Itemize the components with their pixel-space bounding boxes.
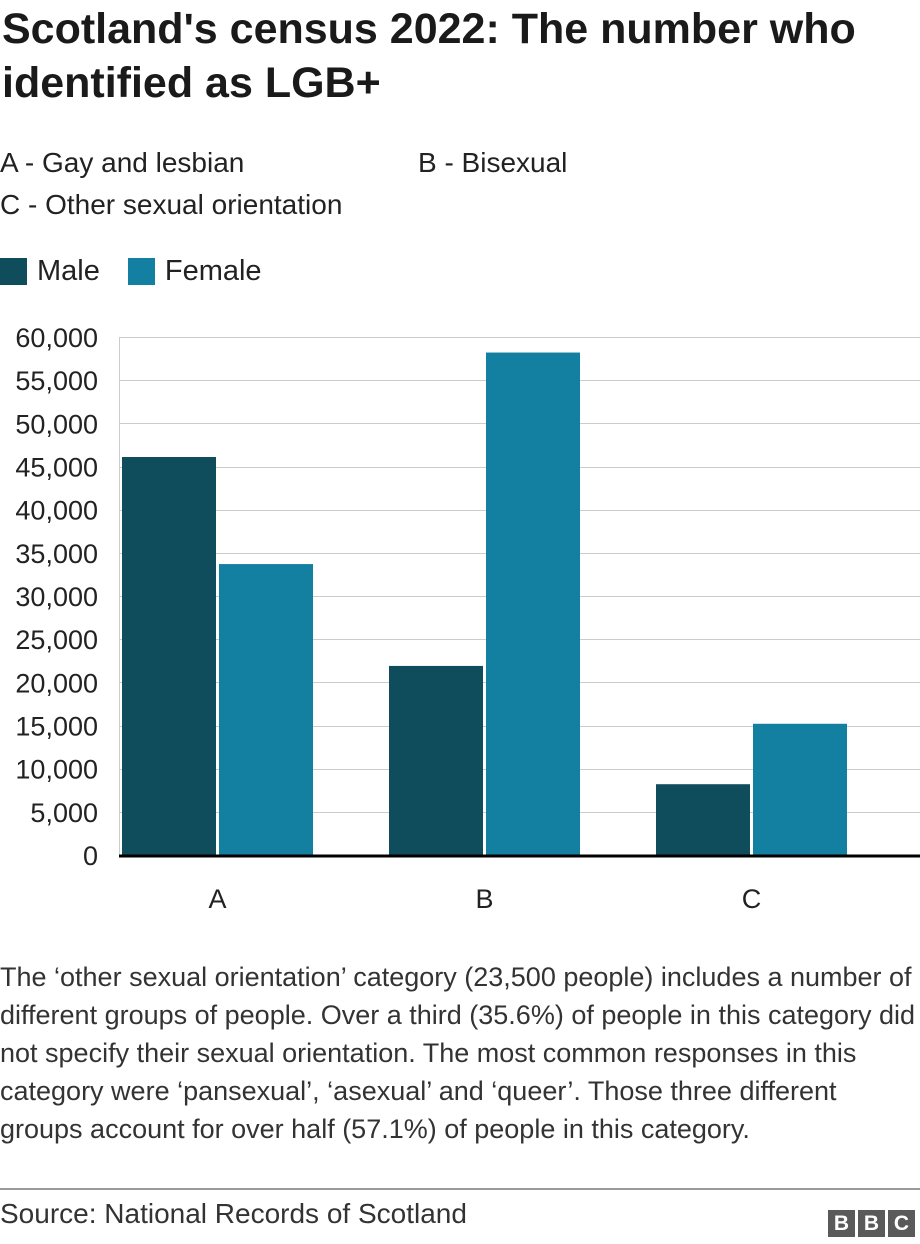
logo-block: C xyxy=(888,1210,915,1237)
bar-female-c xyxy=(753,723,847,855)
x-tick-label: A xyxy=(208,884,226,914)
legend-item-female: Female xyxy=(127,254,262,288)
bar-male-c xyxy=(656,784,750,855)
x-tick-label: B xyxy=(475,884,493,914)
logo-letter: B xyxy=(863,1212,880,1235)
y-tick-label: 15,000 xyxy=(15,712,98,742)
legend-swatch-female xyxy=(127,257,155,285)
category-key-b: B - Bisexual xyxy=(418,147,568,178)
bar-female-b xyxy=(486,352,580,855)
bar-chart: 0 5,000 10,000 15,000 20,000 25,000 30,000 35,0… xyxy=(15,323,920,914)
y-tick-label: 50,000 xyxy=(15,409,98,439)
logo-letter: C xyxy=(893,1212,910,1235)
bar-male-a xyxy=(122,457,216,855)
logo-block: B xyxy=(858,1210,885,1237)
logo-block: B xyxy=(828,1210,855,1237)
chart-title: Scotland's census 2022: The number who i… xyxy=(2,5,856,107)
legend-item-male: Male xyxy=(0,255,100,288)
y-tick-label: 30,000 xyxy=(15,582,98,612)
y-tick-label: 0 xyxy=(83,841,98,871)
y-tick-label: 35,000 xyxy=(15,539,98,569)
y-tick-label: 20,000 xyxy=(15,668,98,698)
legend-label-male: Male xyxy=(37,254,100,287)
legend-swatch-male xyxy=(0,257,27,285)
y-tick-label: 25,000 xyxy=(15,625,98,655)
bar-female-a xyxy=(219,564,313,855)
chart-note: The ‘other sexual orientation’ category … xyxy=(0,962,916,1144)
y-tick-label: 10,000 xyxy=(15,755,98,785)
y-tick-label: 60,000 xyxy=(15,323,98,353)
y-tick-label: 45,000 xyxy=(15,453,98,483)
source-text: Source: National Records of Scotland xyxy=(0,1198,467,1229)
footer-divider xyxy=(0,1188,920,1190)
x-tick-label: C xyxy=(742,884,762,914)
y-tick-label: 5,000 xyxy=(30,798,98,828)
y-tick-label: 55,000 xyxy=(15,366,98,396)
logo-letter: B xyxy=(833,1212,850,1235)
chart-legend: Male Female xyxy=(0,252,290,290)
bbc-logo: B B C xyxy=(828,1210,915,1237)
bar-male-b xyxy=(389,665,483,855)
category-key-a: A - Gay and lesbian xyxy=(0,147,245,178)
y-tick-label: 40,000 xyxy=(15,496,98,526)
category-key-c: C - Other sexual orientation xyxy=(0,189,343,220)
legend-label-female: Female xyxy=(164,254,262,287)
